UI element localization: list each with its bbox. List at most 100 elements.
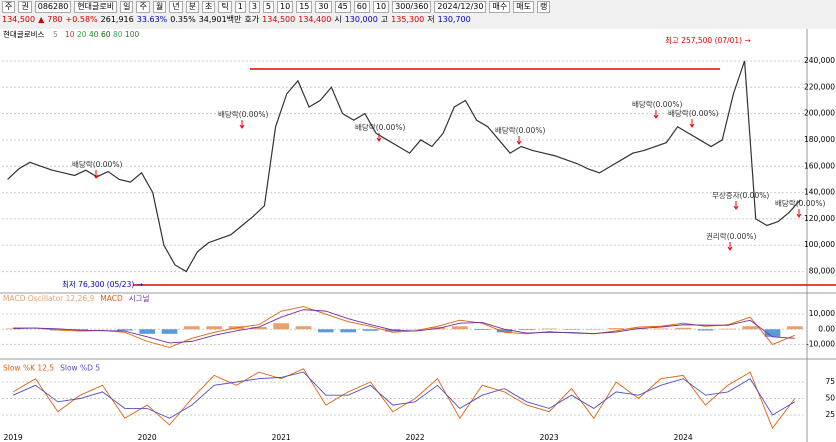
y-tick-label: 240,000 [804, 56, 835, 65]
osc-bar [139, 329, 155, 334]
annotation-arrow [727, 242, 733, 251]
toolbar: 주 권 086280 현대글로비 일 주 월 년 분 초 틱 1 3 5 10 15 30 45 60 10 300/3… [0, 0, 551, 13]
interval-button[interactable]: 3 [248, 0, 260, 13]
legend-item: 40 [89, 30, 99, 39]
osc-bar [787, 326, 803, 330]
legend-item: MACD [100, 294, 123, 303]
series-line [13, 309, 795, 344]
date-field[interactable]: 2024/12/30 [434, 0, 487, 13]
quote-value: 34,901백만 [198, 15, 242, 24]
quote-value: 134,500 [2, 15, 36, 24]
action-button[interactable]: 랭 [536, 0, 551, 13]
quote-value: 130,000 [344, 15, 378, 24]
quote-value: 135,300 [391, 15, 425, 24]
interval-button[interactable]: 15 [296, 0, 313, 13]
annotation: 배당락(0.00%) [775, 198, 825, 208]
y-tick-label: 140,000 [804, 188, 835, 197]
period-button[interactable]: 월 [152, 0, 167, 13]
chart: 80,000 100,000 120,000 140,000 160,000 180,00… [0, 29, 836, 442]
osc-bar [541, 328, 557, 330]
name-field[interactable]: 현대글로비 [74, 0, 118, 13]
annotation-arrow [733, 201, 739, 210]
annotation-arrow [796, 209, 802, 218]
legend-item: Slow %D 5 [60, 364, 100, 373]
code-input[interactable]: 086280 [34, 0, 72, 13]
legend-item: 5 [53, 30, 58, 39]
quote-value: ▲ [38, 15, 45, 24]
toolbar-button[interactable]: 주 [2, 0, 16, 13]
interval-button[interactable]: 45 [334, 0, 351, 13]
osc-bar [117, 329, 133, 331]
annotation: 배당락(0.00%) [632, 99, 682, 109]
interval-button[interactable]: 1 [234, 0, 246, 13]
annotation-arrow [689, 119, 695, 128]
osc-bar [653, 328, 669, 330]
interval-button[interactable]: 60 [353, 0, 370, 13]
action-button[interactable]: 매수 [489, 0, 511, 13]
annotation: 배당락(0.00%) [72, 159, 122, 169]
chart-bg [0, 29, 836, 442]
annotation: 배당락(0.00%) [495, 125, 545, 135]
y-tick-label: 200,000 [804, 109, 835, 118]
osc-bar [184, 326, 200, 330]
range-field[interactable]: 300/360 [392, 0, 432, 13]
osc-bar [72, 329, 88, 331]
annotation-arrow [516, 136, 522, 145]
period-button[interactable]: 년 [169, 0, 183, 13]
annotation: 배당락(0.00%) [355, 122, 405, 132]
quote-value: 저 [427, 15, 435, 24]
annotation-arrow [653, 110, 659, 119]
period-button[interactable]: 주 [136, 0, 150, 13]
action-button[interactable]: 매도 [513, 0, 534, 13]
annotation: 권리락(0.00%) [706, 232, 756, 241]
osc-bar [742, 326, 758, 330]
osc-bar [295, 326, 312, 330]
osc-bar [519, 329, 535, 331]
legend-item: 10 [65, 30, 75, 39]
interval-button[interactable]: 30 [315, 0, 332, 13]
osc-bar [161, 329, 178, 334]
quote-value: 134,500 [262, 15, 296, 24]
osc-bar [452, 326, 468, 330]
annotation: 배당락(0.00%) [218, 109, 268, 119]
legend-item: Slow %K 12,5 [3, 364, 54, 373]
y-tick-label: 80,000 [809, 267, 835, 276]
osc-bar [340, 329, 356, 333]
period-button[interactable]: 초 [201, 0, 216, 13]
period-button[interactable]: 틱 [218, 0, 232, 13]
period-button[interactable]: 일 [120, 0, 134, 13]
osc-bar [608, 328, 624, 330]
interval-button[interactable]: 10 [277, 0, 294, 13]
osc-bar [675, 327, 691, 330]
series-line [12, 368, 796, 430]
series-line [12, 371, 796, 419]
osc-bar [251, 327, 267, 330]
osc-bar [496, 329, 513, 333]
quote-value: +0.58% [65, 15, 98, 24]
legend-item: 100 [125, 30, 140, 39]
y-tick-label: 120,000 [804, 214, 835, 223]
period-button[interactable]: 분 [185, 0, 199, 13]
quote-value: 33.63% [136, 15, 168, 24]
quote-value: 134,400 [298, 15, 332, 24]
series-line [7, 60, 801, 273]
annotation: 최저 76,300 (05/23) → [62, 279, 143, 289]
interval-button[interactable]: 5 [262, 0, 275, 13]
osc-bar [273, 323, 289, 330]
legend-item: MACD Oscillator 12,26,9 [3, 294, 94, 303]
osc-bar [474, 329, 490, 331]
x-tick-label: 2023 [540, 433, 559, 442]
x-tick-label: 2020 [138, 433, 157, 442]
count-field[interactable]: 10 [372, 0, 390, 13]
chart-title: 현대글로비스 [3, 30, 44, 39]
legend-item: 60 [101, 30, 111, 39]
y-tick-label: 75 [825, 377, 835, 386]
toolbar-button[interactable]: 권 [18, 0, 32, 13]
annotation: 무상증자(0.00%) [712, 190, 769, 200]
quote-value: 130,700 [437, 15, 471, 24]
legend-item: 시그널 [129, 294, 150, 303]
osc-bar [5, 328, 21, 330]
annotation-arrow [239, 120, 245, 129]
osc-bar [720, 328, 736, 330]
